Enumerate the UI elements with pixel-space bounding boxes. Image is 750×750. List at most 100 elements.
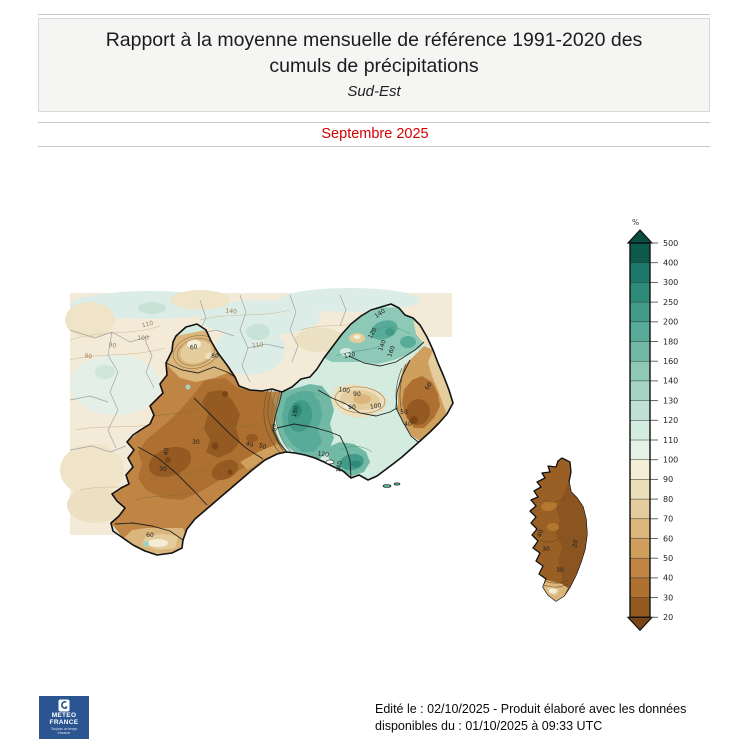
edition-info-line2: disponibles du : 01/10/2025 à 09:33 UTC <box>375 718 603 733</box>
legend-tick-label: 30 <box>663 593 673 602</box>
title-panel: Rapport à la moyenne mensuelle de référe… <box>38 18 710 112</box>
legend-tick-label: 100 <box>663 456 678 465</box>
contour-value-label: 90 <box>84 353 93 361</box>
legend-arrow-up <box>626 229 654 244</box>
contour-value-label: 40 <box>536 529 545 539</box>
page-title-line2: cumuls de précipitations <box>269 54 479 77</box>
legend-color-segment <box>630 558 650 579</box>
logo-tagline-line2: d'avance <box>57 731 71 736</box>
legend-tick-label: 70 <box>663 515 673 524</box>
contour-value-label: 120 <box>317 450 329 459</box>
legend-tick-label: 200 <box>663 318 678 327</box>
region-subtitle: Sud-Est <box>347 83 401 101</box>
legend-tick-label: 20 <box>663 613 673 622</box>
top-divider <box>38 14 710 15</box>
legend-tick-label: 40 <box>663 574 673 583</box>
gradient-isolines <box>263 363 407 454</box>
legend-arrow-down <box>626 616 654 632</box>
contour-value-label: 30 <box>556 567 564 574</box>
legend-tick-label: 180 <box>663 337 678 346</box>
legend-color-segment <box>630 262 650 283</box>
legend-tick-label: 50 <box>663 554 673 563</box>
sudest-region-outline <box>110 303 454 556</box>
contour-value-label: 160 <box>386 345 397 358</box>
legend-color-segment <box>630 518 650 539</box>
logo-name-line2: FRANCE <box>49 719 79 727</box>
edition-info-line1: Edité le : 02/10/2025 - Produit élaboré … <box>375 702 687 716</box>
contour-value-label: 80 <box>211 353 219 360</box>
department-borders <box>114 341 425 541</box>
legend-tick-label: 90 <box>663 475 673 484</box>
contour-value-label: 60 <box>269 423 277 432</box>
legend-tick-label: 110 <box>663 436 678 445</box>
legend-color-segment <box>630 400 650 421</box>
contour-value-label: 140 <box>225 307 237 315</box>
contour-value-label: 30 <box>542 546 550 553</box>
legend-tick-label: 80 <box>663 495 673 504</box>
legend-color-segment <box>630 420 650 441</box>
admin-borders <box>69 294 347 453</box>
contour-value-label: 20 <box>571 539 579 548</box>
legend-color-segment <box>630 538 650 559</box>
contour-value-label: 60 <box>146 532 154 539</box>
legend-bar-border <box>629 242 651 618</box>
legend-tick-label: 400 <box>663 259 678 268</box>
contour-value-label: 50 <box>258 442 268 451</box>
legend-color-segment <box>630 302 650 322</box>
legend-tick-label: 140 <box>663 377 678 386</box>
legend-tick-label: 300 <box>663 278 678 287</box>
contour-value-label: 100 <box>137 335 149 342</box>
legend-color-segment <box>630 321 650 342</box>
corsica <box>529 457 588 602</box>
legend-unit-label: % <box>632 218 639 227</box>
contour-value-label: 110 <box>141 320 154 330</box>
legend-color-segment <box>630 282 650 303</box>
page-title-line1: Rapport à la moyenne mensuelle de référe… <box>105 29 643 51</box>
legend-color-segment <box>630 577 650 598</box>
legend-tick-label: 250 <box>663 298 678 307</box>
legend-color-segment <box>630 459 650 480</box>
legend-color-segment <box>630 380 650 401</box>
legend-color-segment <box>630 440 650 460</box>
logo-tagline-line1: Toujours un temps <box>50 726 78 731</box>
meteo-france-logo: METEO FRANCE Toujours un temps d'avance <box>39 696 89 739</box>
contour-value-label: 90 <box>353 391 361 398</box>
legend-color-segment <box>630 361 650 382</box>
legend-tick-label: 160 <box>663 357 678 366</box>
meteo-france-logo-icon <box>58 699 70 712</box>
contour-value-label: 180 <box>291 405 301 418</box>
contour-value-label: 30 <box>192 439 200 446</box>
legend-color-segment <box>630 341 650 362</box>
contour-value-label: 140 <box>335 460 344 473</box>
coastal-details <box>325 459 401 488</box>
legend-tick-label: 120 <box>663 416 678 425</box>
contour-lines <box>134 326 411 501</box>
contour-value-label: 40 <box>162 447 170 456</box>
contour-value-label: 40 <box>404 421 412 428</box>
contour-value-label: 110 <box>252 341 264 350</box>
legend-tick-label: 500 <box>663 239 678 248</box>
contour-value-label: 140 <box>377 339 388 352</box>
legend-color-segment <box>630 479 650 500</box>
date-divider <box>38 146 710 147</box>
mid-divider <box>38 122 710 123</box>
logo-name-line1: METEO <box>51 712 77 719</box>
contour-value-label: 90 <box>108 341 117 349</box>
period-label: Septembre 2025 <box>321 126 429 142</box>
legend-color-segment <box>630 499 650 519</box>
legend-color-segment <box>630 597 650 618</box>
contour-value-label: 50 <box>400 409 408 416</box>
contour-value-label: 90 <box>348 404 356 411</box>
contour-value-label: 60 <box>189 343 198 351</box>
contour-value-label: 40 <box>245 440 255 449</box>
contour-value-label: 120 <box>367 326 379 340</box>
contour-value-label: 100 <box>338 386 350 395</box>
contour-value-label: 100 <box>369 402 382 411</box>
legend-color-segment <box>630 243 650 263</box>
legend-tick-label: 60 <box>663 534 673 543</box>
color-scale-legend: 500 400 300 250 200 180 160 140 130 120 110 100 90 80… <box>626 218 678 632</box>
contour-value-label: 60 <box>424 381 434 391</box>
legend-tick-label: 130 <box>663 396 678 405</box>
